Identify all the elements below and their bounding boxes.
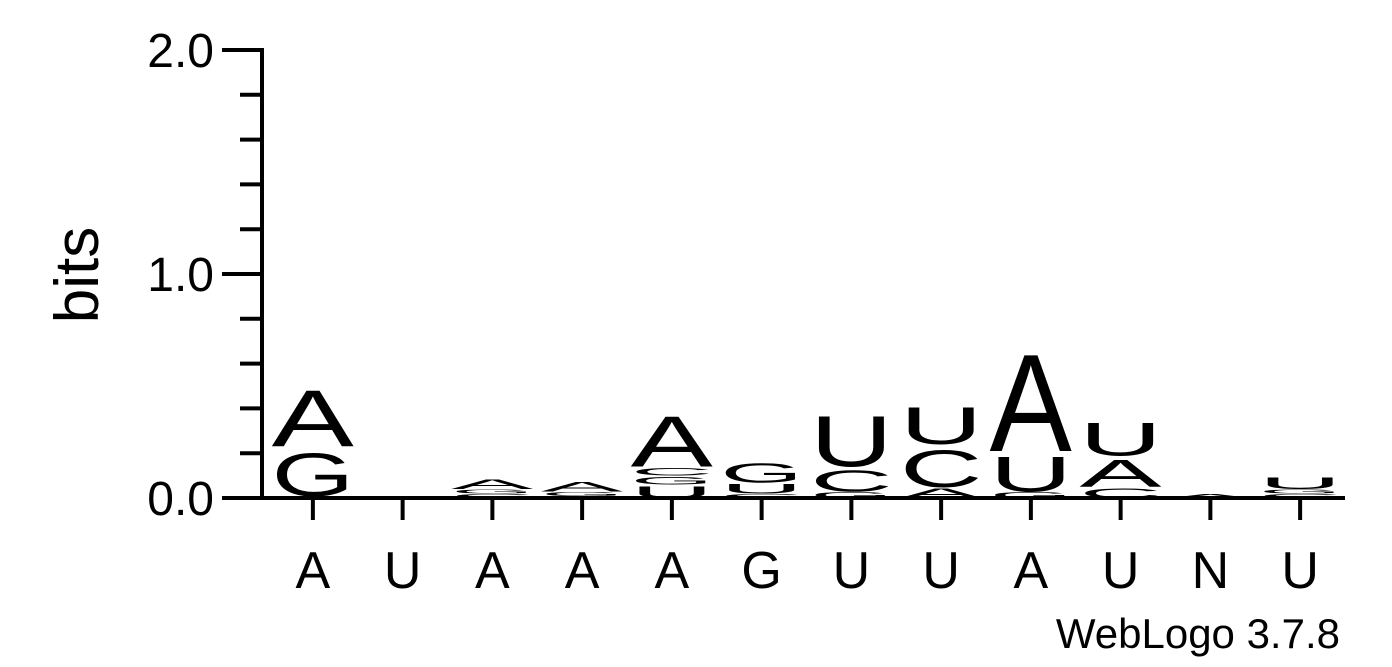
logo-letter: C bbox=[720, 493, 803, 499]
logo-letter: U bbox=[810, 402, 893, 483]
logo-letter: A bbox=[900, 485, 983, 501]
logo-letter: C bbox=[541, 496, 624, 499]
logo-letter: G bbox=[720, 458, 803, 489]
logo-letter: U bbox=[1259, 474, 1342, 493]
logo-letter: U bbox=[631, 483, 714, 502]
logo-letter: U bbox=[720, 481, 803, 497]
footer: WebLogo 3.7.8 bbox=[1056, 610, 1340, 657]
logo-letter: G bbox=[1259, 488, 1342, 494]
x-tick-label: A bbox=[1014, 542, 1049, 600]
x-tick-label: A bbox=[655, 542, 690, 600]
logo-letter: C bbox=[1079, 486, 1162, 502]
y-axis-label: bits bbox=[43, 227, 112, 323]
logo-letter: A bbox=[631, 402, 714, 482]
x-tick-label: U bbox=[922, 542, 960, 600]
logo-letter: A bbox=[272, 375, 355, 465]
logo-letter: U bbox=[900, 396, 983, 455]
logo-letter: C bbox=[1259, 493, 1342, 499]
logo-letter: U bbox=[990, 446, 1073, 502]
logo-letter: C bbox=[272, 496, 355, 499]
logo-letter: G bbox=[990, 490, 1073, 499]
logo-letter: A bbox=[1169, 493, 1251, 499]
logo-letter: A bbox=[541, 479, 624, 495]
x-tick-label: U bbox=[833, 542, 871, 600]
logo-letter: C bbox=[900, 439, 983, 498]
x-tick-label: U bbox=[384, 542, 422, 600]
logo-letter: G bbox=[631, 475, 714, 487]
x-tick-label: N bbox=[1192, 542, 1230, 600]
x-tick-label: U bbox=[1281, 542, 1319, 600]
x-tick-label: G bbox=[741, 542, 781, 600]
logo-letter: A bbox=[990, 325, 1073, 480]
y-tick-label: 2.0 bbox=[147, 25, 214, 78]
logo-letter: C bbox=[451, 493, 534, 499]
logo-letter: C bbox=[810, 464, 893, 498]
logo-letter: A bbox=[451, 477, 534, 493]
logo-letter: G bbox=[451, 488, 534, 494]
logo-letter: G bbox=[272, 441, 355, 509]
logo-letter: U bbox=[1079, 413, 1162, 466]
y-tick-label: 0.0 bbox=[147, 473, 214, 526]
logo-letter: C bbox=[631, 466, 714, 478]
x-tick-label: U bbox=[1102, 542, 1140, 600]
x-tick-label: A bbox=[475, 542, 510, 600]
logo-letter: A bbox=[1079, 452, 1161, 495]
y-tick-label: 1.0 bbox=[147, 249, 214, 302]
logo-letter: G bbox=[810, 490, 893, 499]
x-tick-label: A bbox=[565, 542, 600, 600]
x-tick-label: A bbox=[296, 542, 331, 600]
logo-letter: G bbox=[541, 491, 624, 497]
